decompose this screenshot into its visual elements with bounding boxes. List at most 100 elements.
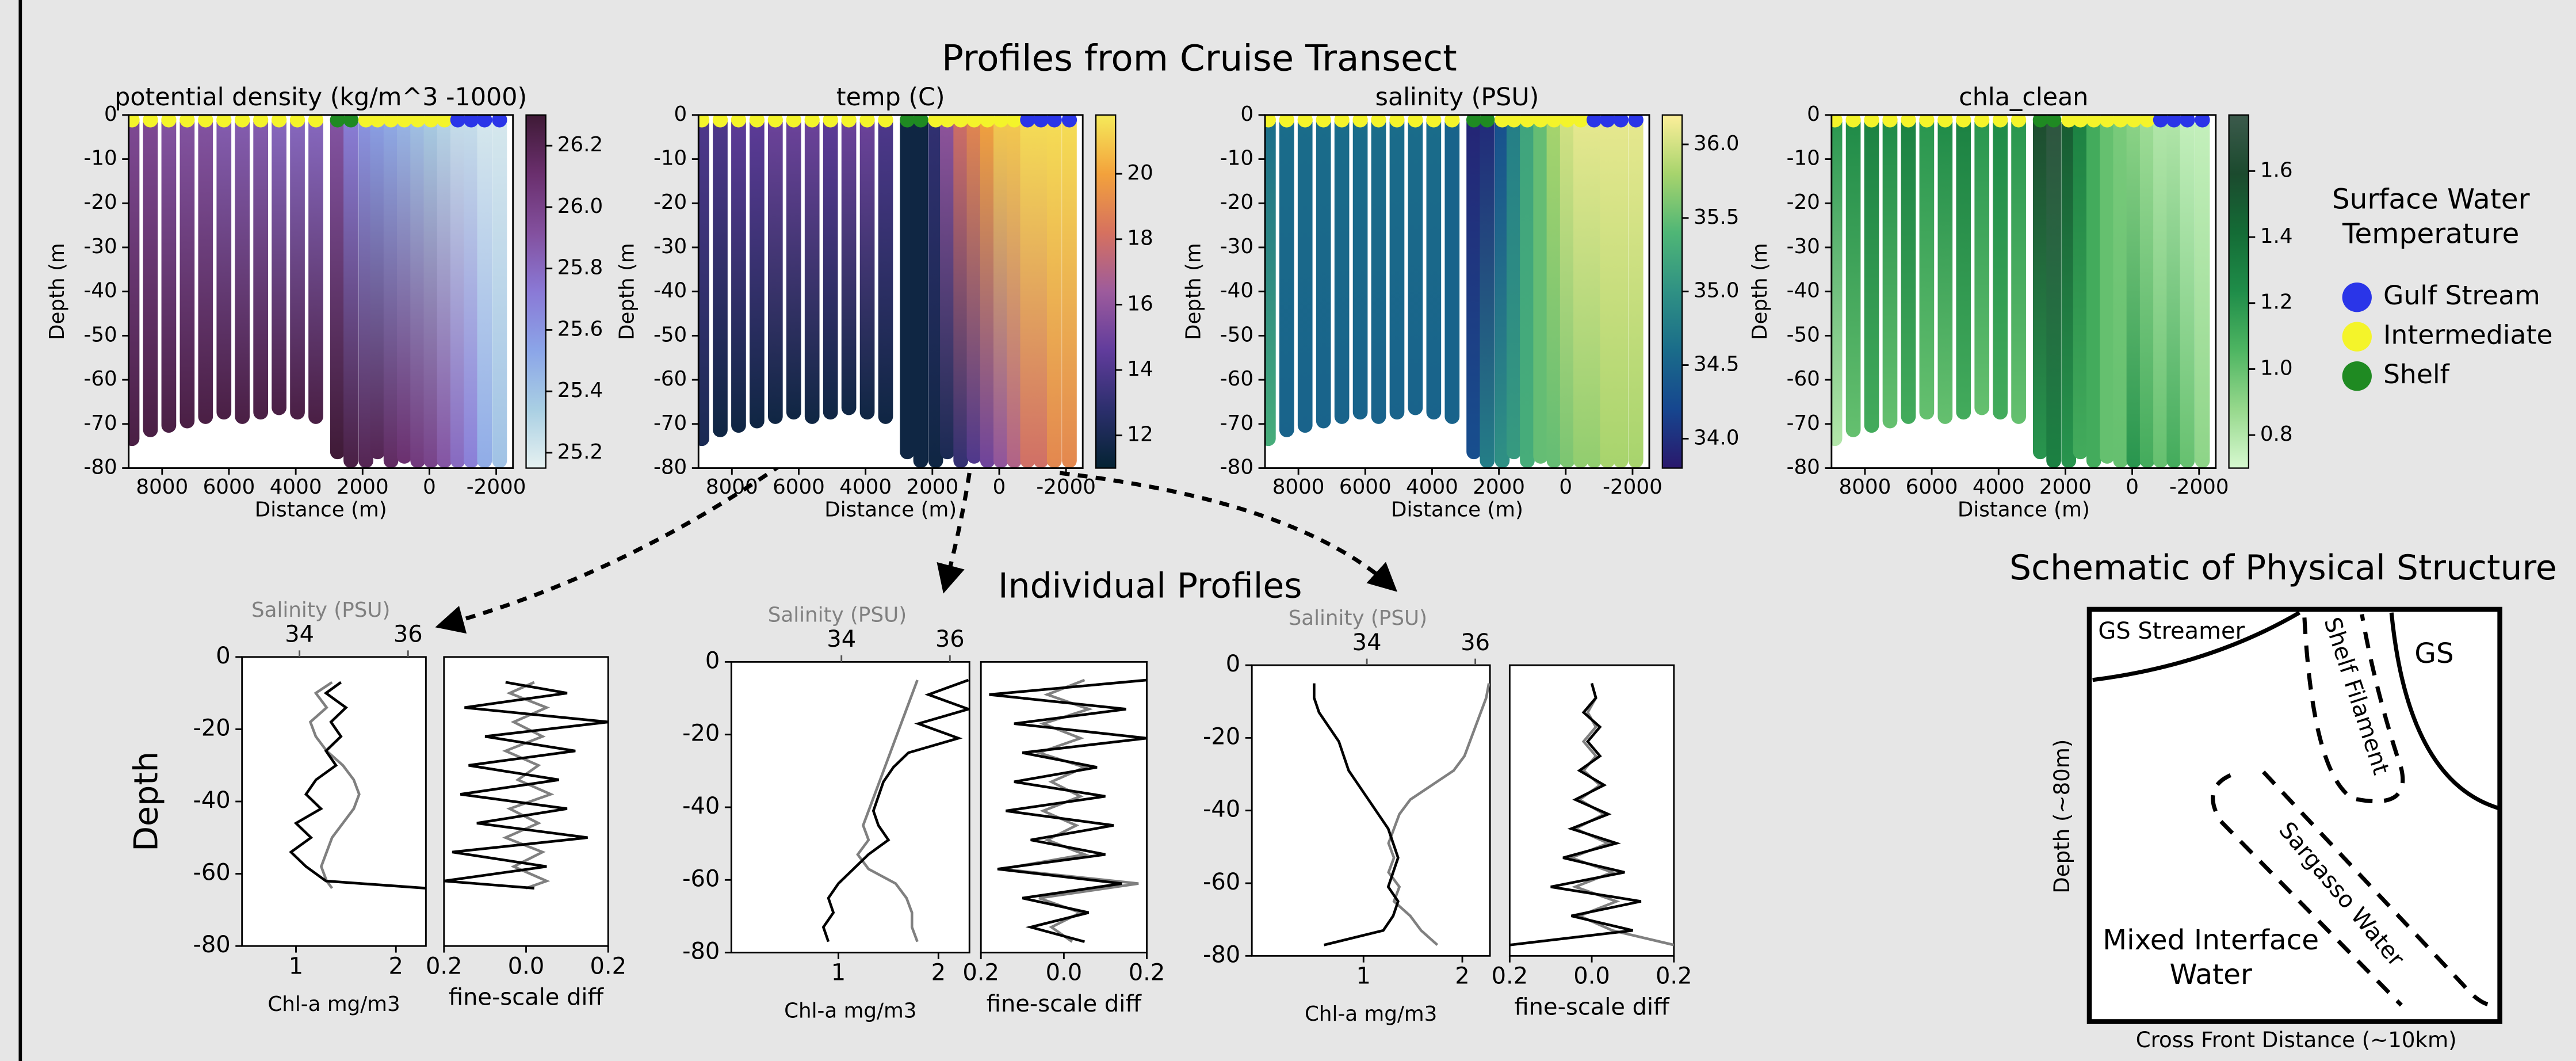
x-tick-label: 8000 — [1839, 475, 1891, 499]
x-tick-label: -2000 — [1603, 475, 1662, 499]
section-title: Individual Profiles — [998, 566, 1302, 606]
colorbar — [525, 114, 546, 469]
legend-label: Gulf Stream — [2383, 280, 2540, 311]
surface-class-dot — [1864, 115, 1879, 128]
station-column — [1316, 115, 1331, 429]
surface-class-dot — [878, 115, 893, 128]
diff-tick-label: 0.2 — [590, 953, 626, 979]
colorbar-tick-label: 0.8 — [2260, 422, 2293, 446]
surface-class-dot — [698, 115, 710, 128]
salinity-axis-label: Salinity (PSU) — [768, 603, 907, 627]
station-column — [966, 115, 982, 464]
surface-class-dot — [1265, 115, 1276, 128]
y-tick-label: -20 — [1787, 190, 1820, 214]
surface-class-dot — [2073, 115, 2088, 128]
x-tick-label: 2000 — [337, 475, 389, 499]
colorbar-tick-label: 34.5 — [1694, 353, 1739, 376]
legend-label: Intermediate — [2383, 320, 2553, 350]
y-tick-label: -30 — [653, 235, 687, 258]
station-column — [383, 115, 399, 468]
surface-class-dot — [1831, 115, 1843, 128]
station-column — [128, 115, 140, 446]
station-columns — [1831, 115, 2210, 468]
surface-class-dot — [1426, 115, 1442, 128]
salinity-tick-label: 34 — [285, 621, 314, 648]
station-column — [370, 115, 385, 460]
y-axis-label: Depth (m — [1182, 243, 1205, 340]
chl-diff-line — [444, 681, 609, 890]
panel-title: temp (C) — [836, 83, 945, 112]
x-tick-label: 8000 — [136, 475, 188, 499]
schematic-frame — [2086, 606, 2502, 1024]
station-column — [358, 115, 373, 468]
salinity-tick-label: 36 — [1461, 629, 1490, 656]
y-tick-label: 0 — [104, 102, 117, 126]
surface-class-dot — [271, 115, 287, 128]
y-tick-label: -40 — [682, 793, 720, 819]
chl-tick-label: 2 — [389, 953, 403, 979]
surface-class-dot — [1495, 115, 1510, 128]
y-tick-label: 0 — [1240, 102, 1253, 126]
station-column — [477, 115, 492, 468]
station-column — [492, 115, 507, 468]
surface-class-dot — [216, 115, 232, 128]
station-column — [2126, 115, 2142, 468]
y-axis-label: Depth — [128, 751, 166, 852]
station-column — [1628, 115, 1644, 468]
station-column — [143, 115, 158, 437]
chl-axis-label: Chl-a mg/m3 — [1305, 1002, 1437, 1026]
y-tick-label: -20 — [83, 190, 117, 214]
schematic-label-box: Mixed Interface Water — [2103, 925, 2319, 993]
x-tick-label: -2000 — [2169, 475, 2229, 499]
surface-class-dot — [2195, 115, 2210, 128]
station-column — [1495, 115, 1510, 468]
station-column — [878, 115, 893, 424]
chl-axis-label: Chl-a mg/m3 — [784, 999, 916, 1022]
surface-class-dot — [143, 115, 158, 128]
surface-class-dot — [993, 115, 1009, 128]
y-tick-label: -60 — [653, 367, 687, 391]
panel-title: potential density (kg/m^3 -1000) — [114, 83, 527, 112]
colorbar-tick-label: 20 — [1127, 161, 1153, 185]
station-columns — [698, 115, 1077, 468]
surface-class-dot — [1974, 115, 1990, 128]
station-column — [900, 115, 915, 460]
y-tick-label: 0 — [1226, 651, 1240, 677]
salinity-tick-label: 34 — [1352, 629, 1382, 656]
schematic-title: Schematic of Physical Structure — [2009, 548, 2557, 588]
station-column — [1864, 115, 1879, 433]
station-column — [2033, 115, 2048, 460]
surface-class-dot — [928, 115, 943, 128]
station-column — [161, 115, 177, 433]
y-tick-label: -10 — [1220, 147, 1253, 170]
station-column — [410, 115, 425, 468]
x-tick-label: 2000 — [1473, 475, 1525, 499]
surface-class-dot — [383, 115, 399, 128]
x-tick-label: 8000 — [706, 475, 758, 499]
surface-class-dot — [396, 115, 412, 128]
y-tick-label: -80 — [193, 932, 230, 958]
station-column — [1882, 115, 1898, 429]
y-tick-label: -60 — [1787, 367, 1820, 391]
surface-class-dot — [1020, 115, 1035, 128]
surface-class-dot — [980, 115, 995, 128]
station-column — [1506, 115, 1522, 460]
surface-class-dot — [712, 115, 728, 128]
surface-class-dot — [423, 115, 439, 128]
surface-class-dot — [1546, 115, 1562, 128]
diff-axis-label: fine-scale diff — [1515, 994, 1671, 1021]
y-tick-label: -60 — [83, 367, 117, 391]
chl-tick-label: 1 — [831, 960, 846, 986]
surface-class-dot — [179, 115, 195, 128]
surface-class-dot — [1006, 115, 1022, 128]
station-column — [953, 115, 969, 468]
colorbar-tick-label: 26.0 — [557, 194, 603, 218]
surface-class-dot — [1334, 115, 1350, 128]
diff-tick-label: 0.0 — [508, 953, 545, 979]
y-tick-label: 0 — [705, 647, 720, 674]
y-tick-label: -40 — [653, 279, 687, 303]
station-column — [1334, 115, 1350, 424]
station-column — [767, 115, 783, 424]
legend-marker — [2342, 282, 2372, 312]
